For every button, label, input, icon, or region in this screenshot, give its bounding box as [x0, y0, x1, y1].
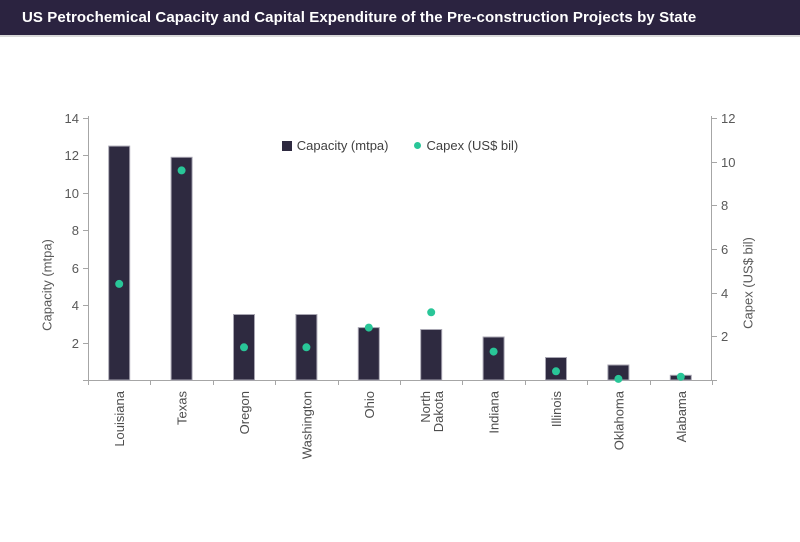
capex-dot-oregon [240, 343, 248, 352]
bar-texas [170, 156, 193, 381]
y-axis-right-tick-label: 2 [721, 329, 728, 344]
capex-dot-louisiana [115, 279, 124, 288]
y-axis-right-tick-label: 8 [721, 198, 728, 213]
y-axis-left-tick-label: 12 [65, 148, 79, 163]
bar-louisiana [108, 145, 131, 381]
x-axis-label-indiana: Indiana [487, 390, 502, 433]
capex-dot-texas [177, 166, 186, 175]
bar-indiana [482, 336, 505, 381]
capex-dot-ohio [364, 323, 373, 332]
y-axis-left-tick-label: 10 [65, 186, 79, 201]
bar-ohio [357, 327, 380, 381]
legend-label-capacity: Capacity (mtpa) [296, 138, 389, 153]
capacity-series-marker-icon [281, 140, 292, 151]
x-axis-label-oklahoma: Oklahoma [611, 390, 626, 450]
capex-dot-oklahoma [614, 374, 623, 383]
capex-dot-illinois [552, 367, 560, 376]
x-axis-label-texas: Texas [175, 391, 190, 425]
capex-dot-indiana [489, 347, 498, 356]
y-axis-right-tick-label: 6 [721, 242, 728, 257]
x-axis-label-oregon: Oregon [237, 391, 252, 434]
x-axis-label-washington: Washington [299, 391, 314, 459]
y-axis-left-tick-label: 2 [72, 336, 79, 351]
capex-series-marker-icon [414, 142, 422, 149]
capex-dot-washington [302, 343, 311, 352]
capex-dot-north-dakota [427, 308, 436, 317]
legend-label-capex: Capex (US$ bil) [426, 138, 519, 153]
y-axis-right-tick-label: 12 [721, 111, 735, 126]
chart-title: US Petrochemical Capacity and Capital Ex… [22, 9, 697, 26]
x-axis-label-illinois: Illinois [549, 391, 564, 428]
y-axis-right-tick-label: 4 [721, 286, 728, 301]
x-axis-label-louisiana: Louisiana [112, 390, 127, 446]
title-bar: US Petrochemical Capacity and Capital Ex… [0, 0, 800, 37]
legend-item-capacity: Capacity (mtpa) [281, 138, 389, 153]
y-axis-left-tick-label: 4 [72, 298, 79, 313]
y-axis-right-tick-label: 10 [721, 155, 735, 170]
chart-area: Capacity (mtpa) Capex (US$ bil) Capacity… [0, 37, 800, 542]
y-axis-left-tick-label: 8 [72, 223, 79, 238]
legend-item-capex: Capex (US$ bil) [414, 138, 518, 153]
y-axis-left-tick-label: 14 [65, 111, 79, 126]
x-axis-label-ohio: Ohio [362, 391, 377, 418]
x-axis-label-alabama: Alabama [674, 390, 689, 442]
y-axis-left-tick-label: 6 [72, 261, 79, 276]
capex-dot-alabama [676, 372, 685, 381]
legend: Capacity (mtpa) Capex (US$ bil) [0, 138, 800, 153]
bar-north-dakota [420, 329, 443, 381]
x-axis-label-north-dakota: NorthDakota [418, 390, 446, 432]
